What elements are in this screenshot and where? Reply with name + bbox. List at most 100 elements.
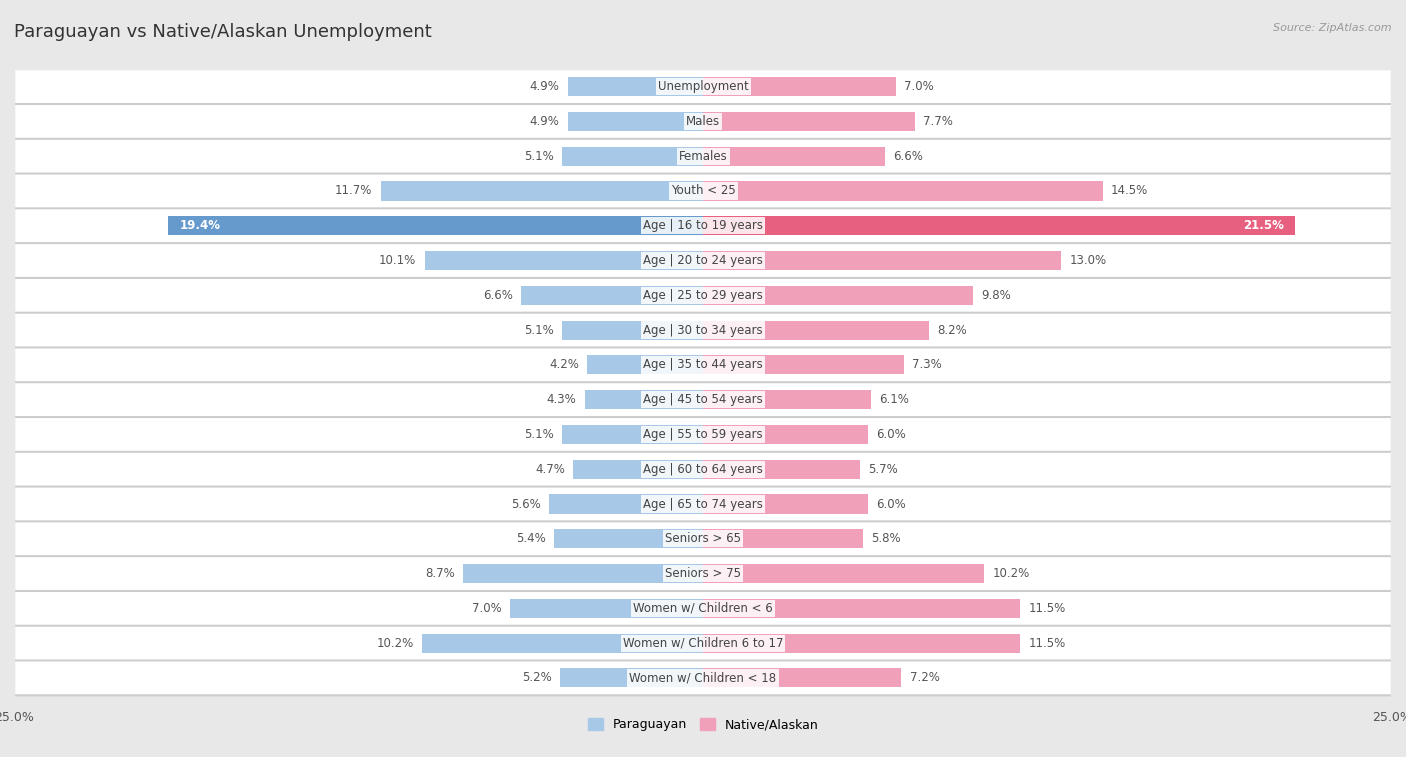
Text: 4.3%: 4.3% bbox=[547, 393, 576, 407]
Bar bbox=[510, 599, 703, 618]
FancyBboxPatch shape bbox=[15, 349, 1391, 383]
Text: 6.0%: 6.0% bbox=[876, 428, 907, 441]
Text: 7.7%: 7.7% bbox=[924, 115, 953, 128]
FancyBboxPatch shape bbox=[15, 313, 1391, 347]
Text: 10.1%: 10.1% bbox=[380, 254, 416, 267]
FancyBboxPatch shape bbox=[15, 210, 1391, 242]
Bar bbox=[568, 112, 703, 131]
Text: 5.1%: 5.1% bbox=[524, 323, 554, 337]
Bar bbox=[568, 77, 703, 96]
Bar bbox=[703, 564, 984, 583]
FancyBboxPatch shape bbox=[15, 453, 1391, 488]
Bar bbox=[703, 459, 860, 479]
Bar bbox=[703, 147, 884, 166]
Text: Age | 20 to 24 years: Age | 20 to 24 years bbox=[643, 254, 763, 267]
FancyBboxPatch shape bbox=[15, 70, 1391, 103]
Text: 5.1%: 5.1% bbox=[524, 150, 554, 163]
Bar bbox=[703, 182, 1102, 201]
FancyBboxPatch shape bbox=[15, 279, 1391, 312]
FancyBboxPatch shape bbox=[15, 175, 1391, 207]
Text: Seniors > 75: Seniors > 75 bbox=[665, 567, 741, 580]
Bar bbox=[703, 320, 929, 340]
Text: 11.7%: 11.7% bbox=[335, 185, 373, 198]
Bar bbox=[554, 529, 703, 548]
Text: 7.0%: 7.0% bbox=[904, 80, 934, 93]
Text: 10.2%: 10.2% bbox=[377, 637, 413, 650]
Bar bbox=[703, 529, 863, 548]
Text: Age | 30 to 34 years: Age | 30 to 34 years bbox=[643, 323, 763, 337]
Text: Unemployment: Unemployment bbox=[658, 80, 748, 93]
FancyBboxPatch shape bbox=[15, 453, 1391, 485]
Bar bbox=[560, 668, 703, 687]
Text: 14.5%: 14.5% bbox=[1111, 185, 1149, 198]
FancyBboxPatch shape bbox=[15, 488, 1391, 520]
FancyBboxPatch shape bbox=[15, 210, 1391, 245]
Text: 6.6%: 6.6% bbox=[893, 150, 922, 163]
Text: Paraguayan vs Native/Alaskan Unemployment: Paraguayan vs Native/Alaskan Unemploymen… bbox=[14, 23, 432, 41]
FancyBboxPatch shape bbox=[15, 245, 1391, 279]
Bar bbox=[703, 286, 973, 305]
Text: 21.5%: 21.5% bbox=[1243, 220, 1285, 232]
Text: 5.6%: 5.6% bbox=[510, 497, 540, 510]
FancyBboxPatch shape bbox=[15, 140, 1391, 173]
Text: 6.0%: 6.0% bbox=[876, 497, 907, 510]
FancyBboxPatch shape bbox=[15, 627, 1391, 659]
Text: Age | 25 to 29 years: Age | 25 to 29 years bbox=[643, 289, 763, 302]
FancyBboxPatch shape bbox=[15, 523, 1391, 557]
Text: 6.6%: 6.6% bbox=[484, 289, 513, 302]
Bar bbox=[548, 494, 703, 513]
Text: 7.3%: 7.3% bbox=[912, 358, 942, 372]
Text: 7.2%: 7.2% bbox=[910, 671, 939, 684]
Text: 6.1%: 6.1% bbox=[879, 393, 910, 407]
Bar bbox=[703, 217, 1295, 235]
FancyBboxPatch shape bbox=[15, 141, 1391, 175]
FancyBboxPatch shape bbox=[15, 592, 1391, 625]
Bar bbox=[562, 425, 703, 444]
FancyBboxPatch shape bbox=[15, 105, 1391, 138]
Bar bbox=[463, 564, 703, 583]
Bar bbox=[574, 459, 703, 479]
FancyBboxPatch shape bbox=[15, 348, 1391, 382]
Text: Women w/ Children < 6: Women w/ Children < 6 bbox=[633, 602, 773, 615]
Text: 5.1%: 5.1% bbox=[524, 428, 554, 441]
Bar bbox=[703, 494, 869, 513]
Text: Age | 60 to 64 years: Age | 60 to 64 years bbox=[643, 463, 763, 475]
Text: 11.5%: 11.5% bbox=[1028, 637, 1066, 650]
Bar bbox=[381, 182, 703, 201]
Text: Youth < 25: Youth < 25 bbox=[671, 185, 735, 198]
Bar bbox=[425, 251, 703, 270]
Text: Age | 35 to 44 years: Age | 35 to 44 years bbox=[643, 358, 763, 372]
Bar bbox=[703, 425, 869, 444]
Bar bbox=[703, 390, 872, 410]
Bar bbox=[562, 320, 703, 340]
Text: 5.4%: 5.4% bbox=[516, 532, 546, 545]
Text: Age | 65 to 74 years: Age | 65 to 74 years bbox=[643, 497, 763, 510]
Text: Females: Females bbox=[679, 150, 727, 163]
FancyBboxPatch shape bbox=[15, 279, 1391, 313]
Text: Seniors > 65: Seniors > 65 bbox=[665, 532, 741, 545]
FancyBboxPatch shape bbox=[15, 628, 1391, 662]
FancyBboxPatch shape bbox=[15, 383, 1391, 416]
Text: Age | 55 to 59 years: Age | 55 to 59 years bbox=[643, 428, 763, 441]
FancyBboxPatch shape bbox=[15, 418, 1391, 451]
Text: Women w/ Children 6 to 17: Women w/ Children 6 to 17 bbox=[623, 637, 783, 650]
Bar bbox=[703, 251, 1062, 270]
FancyBboxPatch shape bbox=[15, 522, 1391, 555]
FancyBboxPatch shape bbox=[15, 593, 1391, 627]
Text: 5.2%: 5.2% bbox=[522, 671, 551, 684]
Text: 4.9%: 4.9% bbox=[530, 80, 560, 93]
Text: Age | 45 to 54 years: Age | 45 to 54 years bbox=[643, 393, 763, 407]
Text: 9.8%: 9.8% bbox=[981, 289, 1011, 302]
Text: Women w/ Children < 18: Women w/ Children < 18 bbox=[630, 671, 776, 684]
Bar bbox=[562, 147, 703, 166]
Text: Age | 16 to 19 years: Age | 16 to 19 years bbox=[643, 220, 763, 232]
Bar bbox=[522, 286, 703, 305]
FancyBboxPatch shape bbox=[15, 245, 1391, 277]
Text: 4.2%: 4.2% bbox=[550, 358, 579, 372]
FancyBboxPatch shape bbox=[15, 419, 1391, 453]
Text: 7.0%: 7.0% bbox=[472, 602, 502, 615]
Text: 8.7%: 8.7% bbox=[425, 567, 456, 580]
Text: Males: Males bbox=[686, 115, 720, 128]
FancyBboxPatch shape bbox=[15, 558, 1391, 592]
FancyBboxPatch shape bbox=[15, 71, 1391, 105]
